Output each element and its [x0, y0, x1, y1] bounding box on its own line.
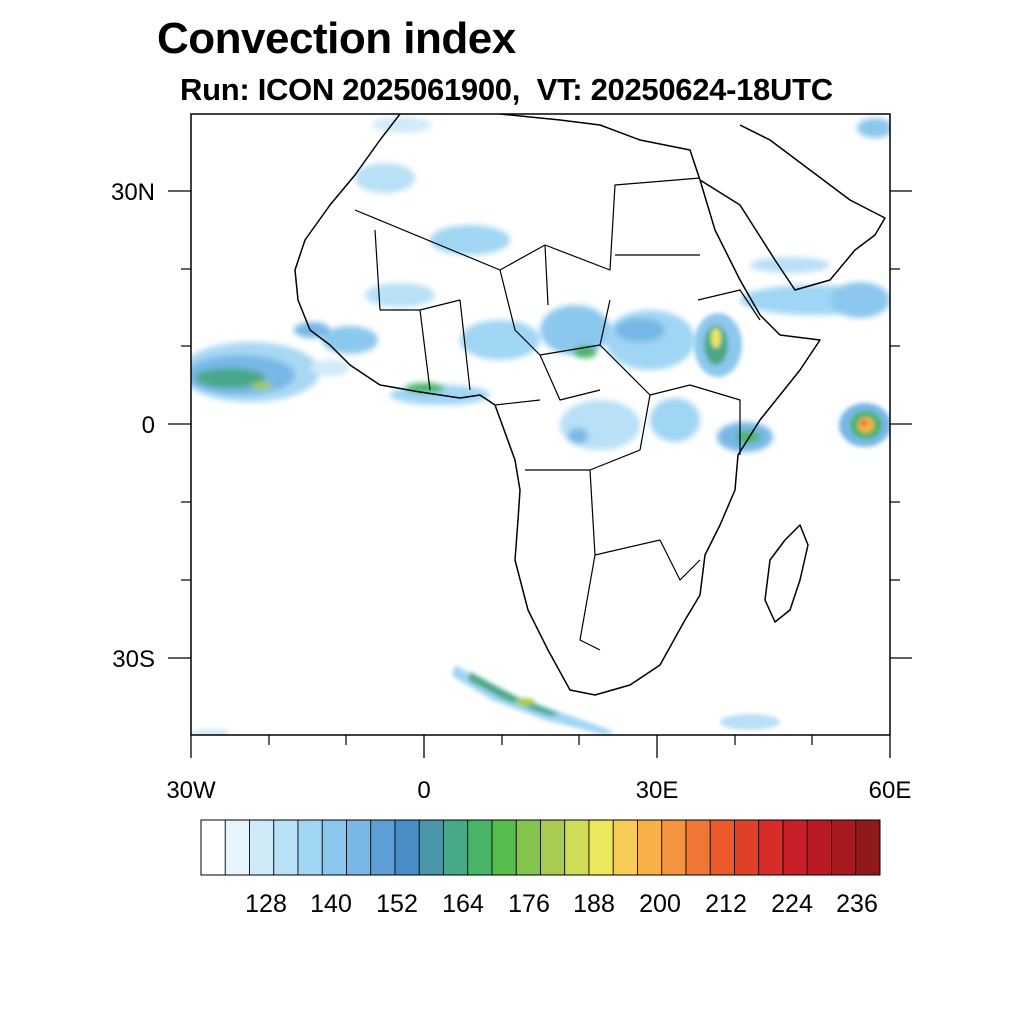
chart-subtitle: Run: ICON 2025061900, VT: 20250624-18UTC: [180, 72, 833, 107]
colorbar-cell: [273, 819, 299, 876]
map-area[interactable]: [180, 113, 893, 737]
equatorial-field: [560, 398, 773, 452]
arabian-sea-field: [740, 118, 890, 318]
colorbar-label: 176: [508, 890, 550, 918]
x-axis: 30W 0 30E 60E: [166, 735, 911, 804]
map-background: [191, 114, 890, 735]
colorbar-cell: [346, 819, 372, 876]
south-atlantic-front: [191, 665, 780, 735]
colorbar-cell: [831, 819, 857, 876]
y-tick-label: 0: [142, 412, 155, 439]
colorbar-label: 200: [639, 890, 681, 918]
colorbar-cell: [588, 819, 614, 876]
colorbar-cell: [564, 819, 590, 876]
colorbar-label: 152: [376, 890, 418, 918]
colorbar-cell: [515, 819, 541, 876]
colorbar-label: 140: [310, 890, 352, 918]
colorbar-cell: [418, 819, 444, 876]
colorbar-cell: [806, 819, 832, 876]
colorbar-cell: [855, 819, 881, 876]
colorbar-label: 164: [442, 890, 484, 918]
seychelles-field: [839, 403, 890, 447]
colorbar-label: 212: [705, 890, 747, 918]
x-tick-label: 0: [417, 777, 430, 804]
atlantic-itcz-field: [191, 342, 350, 402]
colorbar-label: 188: [573, 890, 615, 918]
colorbar-cell: [467, 819, 493, 876]
x-tick-label: 30E: [636, 777, 679, 804]
colorbar-cell: [758, 819, 784, 876]
y-tick-label: 30N: [111, 179, 155, 206]
colorbar-label: 224: [771, 890, 813, 918]
colorbar-cell: [224, 819, 250, 876]
colorbar-label: 236: [836, 890, 878, 918]
colorbar-cell: [321, 819, 347, 876]
colorbar-cell: [612, 819, 638, 876]
colorbar-cell: [709, 819, 735, 876]
colorbar-cell: [685, 819, 711, 876]
colorbar-cell: [540, 819, 566, 876]
africa-coastline: [294, 114, 821, 696]
sahel-field: [365, 225, 695, 370]
colorbar-cell: [370, 819, 396, 876]
coastlines-borders: [294, 114, 886, 696]
north-africa-field: [355, 117, 432, 193]
country-borders: [354, 177, 761, 651]
ethiopia-field: [694, 313, 742, 377]
colorbar-cell: [491, 819, 517, 876]
colorbar-cell: [297, 819, 323, 876]
colorbar-cell: [200, 819, 226, 876]
colorbar-labels: 128 140 152 164 176 188 200 212 224 236: [245, 890, 878, 918]
x-tick-label: 60E: [869, 777, 912, 804]
colorbar-cells: [200, 819, 881, 876]
colorbar-frame: [200, 819, 881, 876]
colorbar-cell: [782, 819, 808, 876]
colorbar-label: 128: [245, 890, 287, 918]
colorbar-cell: [394, 819, 420, 876]
colorbar-cell: [249, 819, 275, 876]
y-tick-label: 30S: [112, 646, 155, 673]
colorbar-cell: [443, 819, 469, 876]
x-tick-label: 30W: [166, 777, 216, 804]
convection-shading: [191, 117, 890, 735]
colorbar: 128 140 152 164 176 188 200 212 224 236: [200, 819, 881, 918]
colorbar-cell: [637, 819, 663, 876]
colorbar-cell: [661, 819, 687, 876]
colorbar-cell: [734, 819, 760, 876]
y-axis: 30N 0 30S: [111, 179, 912, 673]
madagascar-coastline: [764, 524, 809, 623]
chart-title: Convection index: [157, 14, 516, 63]
arabia-coastline: [699, 124, 886, 291]
